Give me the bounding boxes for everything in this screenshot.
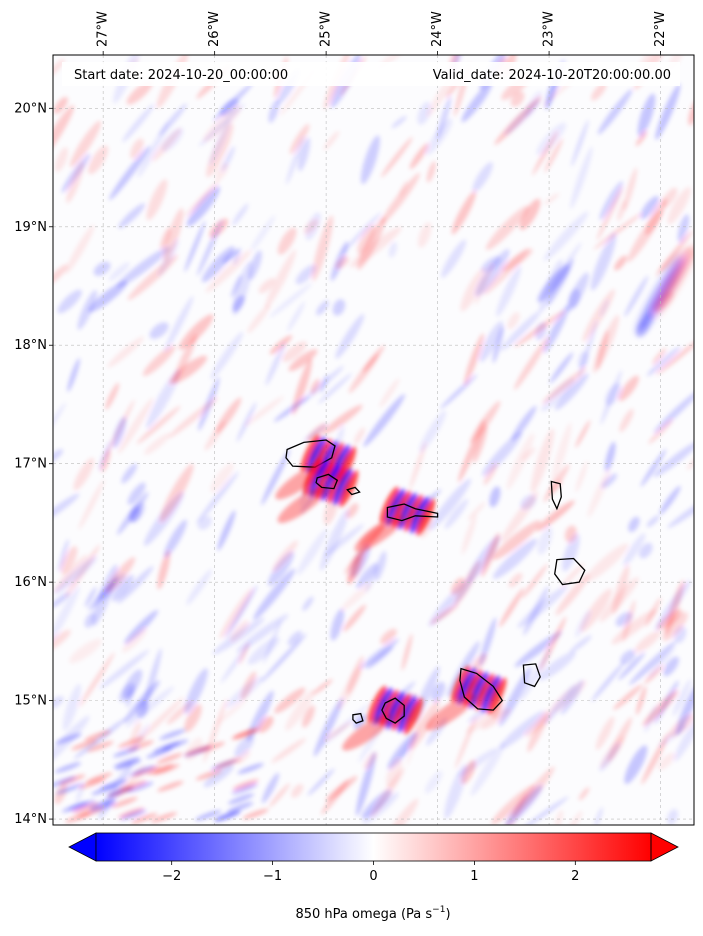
lat-tick-label: 14°N <box>14 812 47 827</box>
colorbar-tick-label: −2 <box>162 869 181 884</box>
lon-tick-label: 23°W <box>542 11 557 47</box>
valid-date-label: Valid_date: 2024-10-20T20:00:00.00 <box>433 68 671 83</box>
field-streaks <box>53 55 694 825</box>
coastline <box>554 557 586 586</box>
island <box>346 486 361 496</box>
latitude-ticks: 20°N 19°N 18°N 17°N 16°N 15°N 14°N <box>14 101 53 827</box>
island <box>352 712 364 724</box>
colorbar: −2 −1 0 1 2 850 hPa omega (Pa s−1) <box>68 832 679 922</box>
colorbar-extend-right <box>650 832 679 862</box>
coastline <box>352 712 364 724</box>
island <box>425 665 507 731</box>
coastline <box>285 439 336 468</box>
coastline <box>346 486 361 496</box>
start-date-label: Start date: 2024-10-20_00:00:00 <box>74 68 288 83</box>
colorbar-tick-label: −1 <box>263 869 282 884</box>
lat-tick-label: 20°N <box>14 101 47 116</box>
coastline <box>315 473 339 490</box>
coastline <box>550 480 562 511</box>
island <box>342 685 423 751</box>
field-edge-streak <box>636 245 694 335</box>
longitude-ticks: 27°W 26°W 25°W 24°W 23°W 22°W <box>96 11 668 55</box>
header-box <box>62 62 680 86</box>
colorbar-tick-label: 2 <box>571 869 579 884</box>
map-frame <box>52 54 695 826</box>
island <box>277 458 359 524</box>
lon-tick-label: 26°W <box>207 11 222 47</box>
lon-tick-label: 22°W <box>653 11 668 47</box>
island-coastlines <box>275 434 586 751</box>
colorbar-ticks: −2 −1 0 1 2 <box>162 861 579 884</box>
colorbar-bar <box>96 833 651 861</box>
lat-tick-label: 17°N <box>14 457 47 472</box>
coastline <box>522 663 541 688</box>
island <box>550 480 562 511</box>
island <box>522 663 541 688</box>
colorbar-tick-label: 1 <box>470 869 478 884</box>
field-wave-train <box>53 727 269 824</box>
colorbar-tick-label: 0 <box>369 869 377 884</box>
island <box>354 486 439 552</box>
coastline <box>386 503 439 522</box>
lat-tick-label: 18°N <box>14 338 47 353</box>
coastline <box>459 667 504 711</box>
coastline <box>381 697 405 724</box>
colorbar-label: 850 hPa omega (Pa s−1) <box>295 905 450 922</box>
lon-tick-label: 24°W <box>430 11 445 47</box>
lat-tick-label: 19°N <box>14 220 47 235</box>
omega-field <box>53 55 694 825</box>
lon-tick-label: 27°W <box>96 11 111 47</box>
island <box>554 557 586 586</box>
lat-tick-label: 16°N <box>14 575 47 590</box>
map-panel: Start date: 2024-10-20_00:00:00 Valid_da… <box>52 54 695 826</box>
colorbar-extend-left <box>68 832 97 862</box>
lat-tick-label: 15°N <box>14 694 47 709</box>
lon-tick-label: 25°W <box>319 11 334 47</box>
